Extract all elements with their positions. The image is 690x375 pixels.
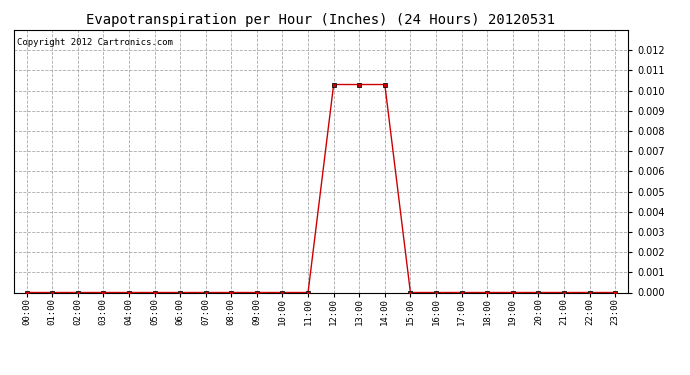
Title: Evapotranspiration per Hour (Inches) (24 Hours) 20120531: Evapotranspiration per Hour (Inches) (24… bbox=[86, 13, 555, 27]
Text: Copyright 2012 Cartronics.com: Copyright 2012 Cartronics.com bbox=[17, 38, 172, 47]
